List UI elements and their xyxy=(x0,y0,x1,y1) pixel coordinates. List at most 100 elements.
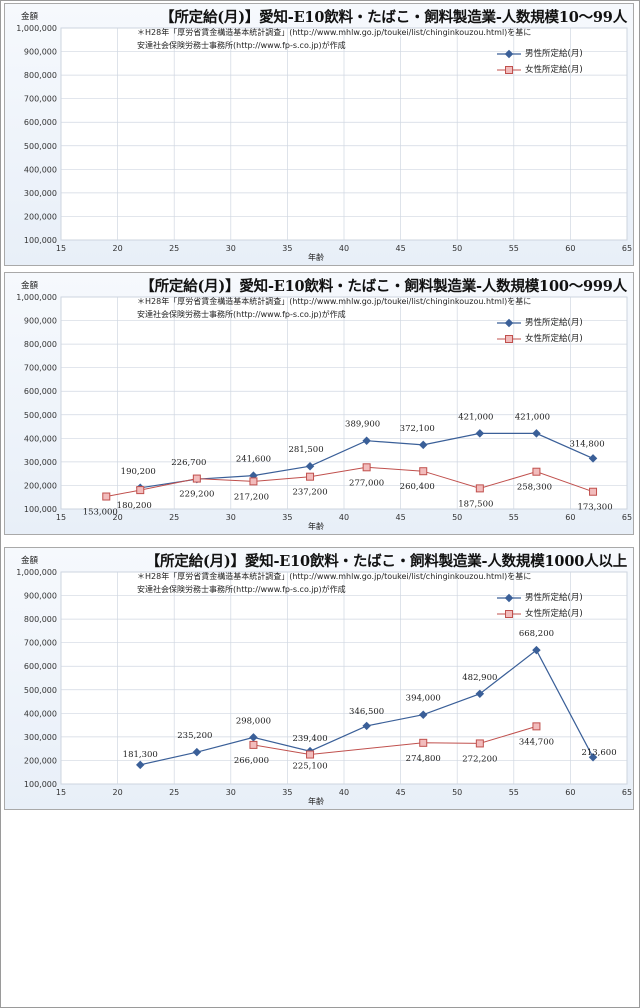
female-data-point xyxy=(475,484,484,493)
male-data-point xyxy=(475,429,485,438)
legend-swatch-male xyxy=(497,318,521,328)
x-tick-label: 25 xyxy=(169,244,179,253)
male-data-point xyxy=(418,710,428,719)
male-data-point xyxy=(418,440,428,450)
x-tick-label: 45 xyxy=(396,788,406,797)
chart-plot: 1,000,000 900,000 800,000 700,000 600,000 500… xyxy=(16,24,632,262)
male-data-label: 421,000 xyxy=(515,412,550,422)
y-tick-label: 400,000 xyxy=(24,709,57,718)
source-note-line2: 安達社会保険労務士事務所(http://www.fp-s.co.jp)が作成 xyxy=(137,585,346,594)
x-tick-label: 55 xyxy=(509,513,519,522)
male-data-label: 226,700 xyxy=(171,458,206,468)
legend-label-male: 男性所定給(月) xyxy=(525,593,583,603)
male-data-label: 394,000 xyxy=(406,694,441,704)
male-data-label: 389,900 xyxy=(345,420,380,430)
x-tick-label: 20 xyxy=(113,513,123,522)
x-tick-label: 30 xyxy=(226,513,236,522)
legend-item-male: 男性所定給(月) xyxy=(495,46,583,62)
x-axis-label: 年齢 xyxy=(308,252,324,262)
male-data-point xyxy=(249,733,258,742)
source-note: ＊H28年「厚労省賃金構造基本統計調査」(http://www.mhlw.go.… xyxy=(137,26,531,52)
y-tick-label: 900,000 xyxy=(24,317,57,326)
legend-label-female: 女性所定給(月) xyxy=(525,65,583,75)
female-data-label: 173,300 xyxy=(577,503,612,513)
legend-label-male: 男性所定給(月) xyxy=(525,318,583,328)
source-note: ＊H28年「厚労省賃金構造基本統計調査」(http://www.mhlw.go.… xyxy=(137,570,531,596)
female-data-label: 217,200 xyxy=(234,492,269,502)
source-note-line2: 安達社会保険労務士事務所(http://www.fp-s.co.jp)が作成 xyxy=(137,41,346,50)
chart-panel-small: 1,000,000 900,000 800,000 700,000 600,000 500… xyxy=(4,3,634,266)
male-data-label: 668,200 xyxy=(519,629,554,639)
y-tick-label: 300,000 xyxy=(24,458,57,467)
y-tick-label: 1,000,000 xyxy=(16,24,57,33)
y-tick-label: 1,000,000 xyxy=(16,568,57,577)
x-tick-label: 45 xyxy=(396,513,406,522)
y-tick-label: 500,000 xyxy=(24,411,57,420)
x-tick-label: 30 xyxy=(226,788,236,797)
legend-label-female: 女性所定給(月) xyxy=(525,334,583,344)
x-tick-label: 65 xyxy=(622,513,632,522)
chart-legend: 男性所定給(月) 女性所定給(月) xyxy=(495,315,583,347)
chart-title: 【所定給(月)】愛知-E10飲料・たばこ・飼料製造業-人数規模10～99人 xyxy=(160,9,627,26)
chart-panel-large: 1,000,000 900,000 800,000 700,000 600,000 500… xyxy=(4,547,634,810)
female-data-point xyxy=(306,750,315,759)
y-tick-label: 100,000 xyxy=(24,236,57,245)
x-tick-label: 40 xyxy=(339,244,349,253)
female-data-label: 258,300 xyxy=(517,483,552,493)
chart-legend: 男性所定給(月) 女性所定給(月) xyxy=(495,590,583,622)
male-data-label: 281,500 xyxy=(288,445,323,455)
female-data-label: 344,700 xyxy=(519,737,554,747)
y-axis-label: 金額 xyxy=(21,281,39,291)
x-tick-label: 65 xyxy=(622,788,632,797)
x-tick-label: 60 xyxy=(565,788,575,797)
female-data-label: 237,200 xyxy=(292,488,327,498)
legend-swatch-male xyxy=(497,593,521,603)
female-data-point xyxy=(532,467,541,476)
x-tick-label: 60 xyxy=(565,244,575,253)
x-tick-label: 30 xyxy=(226,244,236,253)
x-axis-label: 年齢 xyxy=(308,796,324,806)
female-data-label: 272,200 xyxy=(462,754,497,764)
x-axis-label: 年齢 xyxy=(308,521,324,531)
x-tick-label: 45 xyxy=(396,244,406,253)
source-note-line1: ＊H28年「厚労省賃金構造基本統計調査」(http://www.mhlw.go.… xyxy=(137,297,532,306)
legend-item-male: 男性所定給(月) xyxy=(495,315,583,331)
female-data-label: 153,000 xyxy=(83,508,118,518)
male-data-point xyxy=(362,436,371,445)
y-axis-label: 金額 xyxy=(21,556,39,566)
female-data-point xyxy=(192,474,201,483)
y-tick-label: 500,000 xyxy=(24,686,57,695)
female-data-point xyxy=(362,463,371,472)
female-series-line xyxy=(106,466,594,497)
male-data-label: 181,300 xyxy=(123,750,158,760)
male-data-point xyxy=(475,689,485,699)
female-data-label: 277,000 xyxy=(349,478,384,488)
male-data-label: 239,400 xyxy=(292,734,327,744)
y-tick-label: 100,000 xyxy=(24,505,57,514)
male-data-label: 235,200 xyxy=(177,731,212,741)
x-tick-label: 25 xyxy=(169,788,179,797)
x-tick-label: 50 xyxy=(452,788,462,797)
male-data-label: 298,000 xyxy=(236,716,271,726)
female-data-label: 274,800 xyxy=(406,754,441,764)
male-data-label: 421,000 xyxy=(458,412,493,422)
male-data-point xyxy=(135,760,145,770)
female-data-label: 180,200 xyxy=(117,501,152,511)
y-tick-label: 900,000 xyxy=(24,48,57,57)
female-data-point xyxy=(249,740,258,749)
chart-plot: 1,000,000 900,000 800,000 700,000 600,000 500… xyxy=(16,293,632,531)
female-data-label: 266,000 xyxy=(234,756,269,766)
y-tick-label: 800,000 xyxy=(24,71,57,80)
female-data-label: 260,400 xyxy=(400,482,435,492)
female-data-point xyxy=(136,486,145,495)
x-tick-label: 40 xyxy=(339,513,349,522)
legend-swatch-female xyxy=(497,610,521,618)
y-axis-label: 金額 xyxy=(21,12,39,22)
female-data-point xyxy=(532,722,541,731)
source-note: ＊H28年「厚労省賃金構造基本統計調査」(http://www.mhlw.go.… xyxy=(137,295,531,321)
legend-item-female: 女性所定給(月) xyxy=(495,62,583,78)
y-tick-label: 900,000 xyxy=(24,592,57,601)
y-tick-label: 200,000 xyxy=(24,481,57,490)
y-tick-label: 700,000 xyxy=(24,364,57,373)
source-note-line1: ＊H28年「厚労省賃金構造基本統計調査」(http://www.mhlw.go.… xyxy=(137,572,532,581)
